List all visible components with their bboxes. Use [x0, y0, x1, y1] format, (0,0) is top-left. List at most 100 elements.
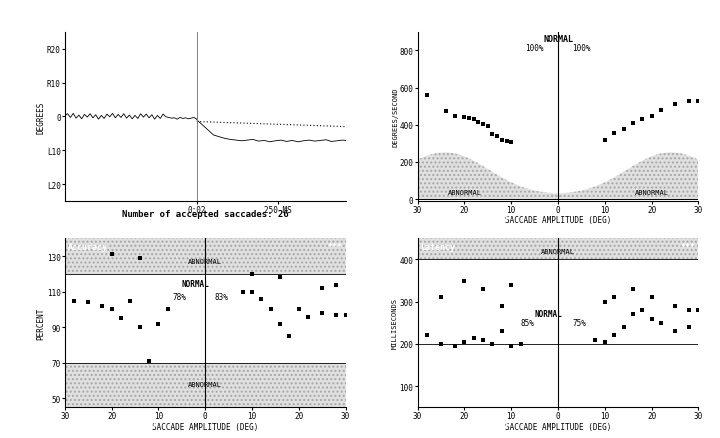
Point: [440, 108, 451, 115]
Point: [618, 324, 629, 331]
Text: 78%: 78%: [173, 292, 186, 301]
Point: [477, 286, 489, 293]
Point: [627, 311, 639, 318]
Text: Horizontal Saccades: Horizontal Saccades: [4, 4, 146, 16]
Point: [330, 281, 342, 288]
Text: Accuracy: Accuracy: [68, 243, 107, 251]
Point: [468, 117, 480, 124]
Text: ****: ****: [675, 37, 696, 46]
Text: Peak Velocity: Peak Velocity: [420, 37, 485, 46]
Point: [693, 307, 704, 314]
Point: [505, 139, 517, 146]
Point: [293, 306, 305, 313]
Point: [496, 137, 508, 144]
Point: [627, 120, 639, 127]
Point: [421, 332, 433, 339]
Text: ABNORMAL: ABNORMAL: [541, 248, 575, 254]
Point: [134, 324, 145, 331]
Y-axis label: DEGREES: DEGREES: [37, 101, 45, 133]
Point: [608, 294, 620, 301]
Point: [330, 311, 342, 318]
Text: ***: ***: [680, 243, 696, 251]
Point: [246, 289, 258, 296]
Point: [487, 341, 498, 348]
Point: [143, 358, 155, 365]
Point: [449, 343, 461, 350]
Point: [435, 294, 446, 301]
Point: [683, 324, 695, 331]
Point: [670, 328, 681, 335]
Point: [421, 92, 433, 99]
Text: 83%: 83%: [215, 292, 228, 301]
X-axis label: SACCADE AMPLITUDE (DEG): SACCADE AMPLITUDE (DEG): [152, 422, 258, 431]
Point: [153, 321, 164, 328]
Text: Leftward: Leftward: [256, 419, 295, 427]
Point: [618, 126, 629, 133]
Text: NORMAL: NORMAL: [543, 35, 573, 44]
Text: Leftward: Leftward: [608, 419, 648, 427]
Point: [472, 119, 484, 126]
Point: [655, 107, 667, 114]
Text: HorizEyePos-Amplitude: HorizEyePos-Amplitude: [68, 37, 173, 46]
Point: [501, 138, 513, 145]
Text: Latency: Latency: [420, 243, 456, 251]
Point: [477, 336, 489, 343]
Point: [599, 339, 611, 346]
Point: [162, 306, 174, 313]
Point: [496, 303, 508, 310]
Point: [274, 321, 286, 328]
Point: [646, 113, 657, 120]
Text: ***: ***: [328, 243, 343, 251]
Text: NORMAL: NORMAL: [535, 310, 562, 319]
Point: [134, 255, 145, 262]
Point: [515, 341, 526, 348]
Point: [477, 121, 489, 128]
Point: [670, 303, 681, 310]
Point: [496, 328, 508, 335]
Point: [608, 131, 620, 138]
Point: [693, 98, 704, 105]
Point: [599, 137, 611, 144]
Y-axis label: PERCENT: PERCENT: [37, 307, 45, 339]
Point: [256, 296, 267, 303]
Point: [492, 133, 503, 140]
Point: [464, 116, 475, 123]
Text: ABNORMAL: ABNORMAL: [447, 190, 482, 196]
Text: Rightward: Rightward: [111, 419, 156, 427]
Text: ABNORMAL: ABNORMAL: [188, 381, 222, 387]
Point: [599, 298, 611, 305]
Text: Rightward: Rightward: [464, 419, 509, 427]
Text: ABNORMAL: ABNORMAL: [634, 190, 669, 196]
Point: [459, 277, 470, 284]
Text: 100%: 100%: [572, 44, 590, 53]
Point: [636, 117, 648, 124]
Text: 100%: 100%: [526, 44, 544, 53]
Point: [608, 332, 620, 339]
Point: [125, 297, 136, 304]
Point: [265, 306, 276, 313]
Point: [284, 333, 295, 340]
Point: [468, 334, 480, 341]
Text: 75%: 75%: [572, 318, 586, 327]
Point: [683, 98, 695, 105]
Point: [459, 115, 470, 122]
Point: [435, 341, 446, 348]
Point: [693, 307, 704, 314]
Point: [340, 311, 351, 318]
Point: [106, 306, 117, 313]
Point: [246, 271, 258, 278]
Point: [274, 274, 286, 281]
Point: [316, 310, 328, 317]
Point: [627, 286, 639, 293]
Point: [302, 313, 314, 320]
Point: [505, 282, 517, 289]
Text: 85%: 85%: [521, 318, 534, 327]
Y-axis label: DEGREES/SECOND: DEGREES/SECOND: [392, 88, 398, 147]
Text: ***: ***: [328, 37, 343, 46]
Text: ABNORMAL: ABNORMAL: [188, 258, 222, 265]
Point: [237, 289, 248, 296]
X-axis label: SACCADE AMPLITUDE (DEG): SACCADE AMPLITUDE (DEG): [505, 216, 611, 225]
Point: [636, 307, 648, 314]
Text: Rightward: Rightward: [464, 213, 509, 222]
Text: NORMAL: NORMAL: [182, 279, 210, 289]
